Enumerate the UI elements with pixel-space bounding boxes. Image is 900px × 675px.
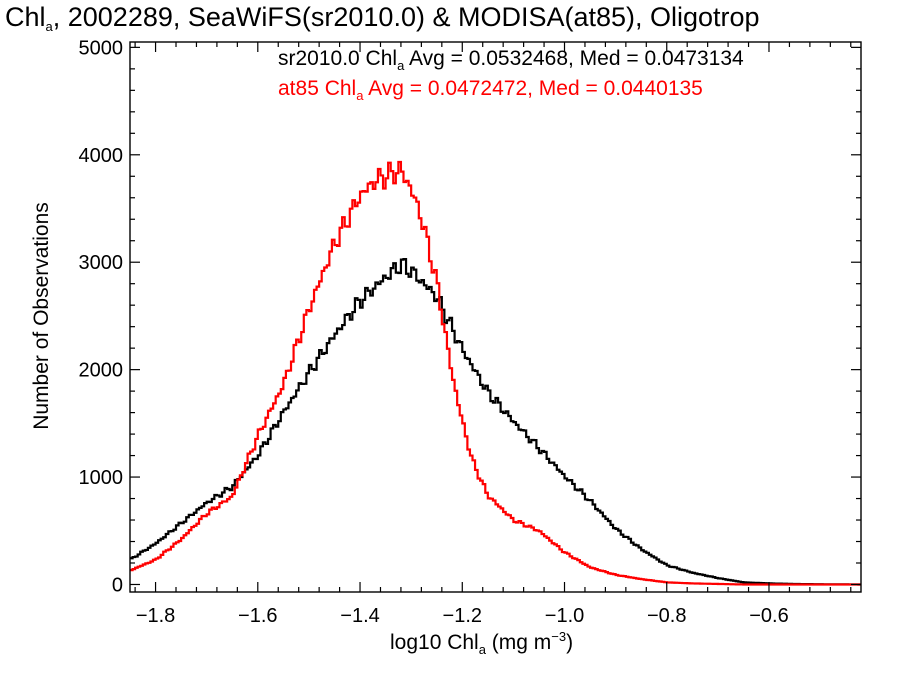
y-tick-label: 0 bbox=[112, 574, 123, 596]
tick-layer: −1.8 −1.6 −1.4 −1.2 −1.0 −0.8 −0.6 0 1000 2000 300… bbox=[79, 37, 861, 627]
x-tick-label: −1.0 bbox=[545, 605, 584, 627]
y-tick-label: 4000 bbox=[79, 145, 124, 167]
y-tick-label: 3000 bbox=[79, 252, 124, 274]
x-tick-label: −1.2 bbox=[443, 605, 482, 627]
plot-frame bbox=[129, 41, 862, 593]
y-tick-label: 2000 bbox=[79, 360, 124, 382]
x-tick-label: −0.6 bbox=[749, 605, 788, 627]
chart-title: Chla, 2002289, SeaWiFS(sr2010.0) & MODIS… bbox=[5, 2, 760, 34]
x-tick-label: −1.8 bbox=[136, 605, 175, 627]
y-axis-label: Number of Observations bbox=[30, 202, 53, 430]
annotation-sr2010: sr2010.0 Chla Avg = 0.0532468, Med = 0.0… bbox=[278, 47, 744, 73]
series-layer bbox=[130, 160, 861, 586]
y-tick-label: 1000 bbox=[79, 467, 124, 489]
x-axis-label: log10 Chla (mg m−3) bbox=[390, 629, 574, 657]
series-at85 bbox=[130, 160, 861, 586]
x-tick-label: −0.8 bbox=[647, 605, 686, 627]
annotation-at85: at85 Chla Avg = 0.0472472, Med = 0.04401… bbox=[278, 77, 703, 103]
x-tick-label: −1.6 bbox=[238, 605, 277, 627]
x-tick-label: −1.4 bbox=[340, 605, 379, 627]
series-sr2010.0 bbox=[130, 257, 861, 586]
y-tick-label: 5000 bbox=[79, 37, 124, 59]
